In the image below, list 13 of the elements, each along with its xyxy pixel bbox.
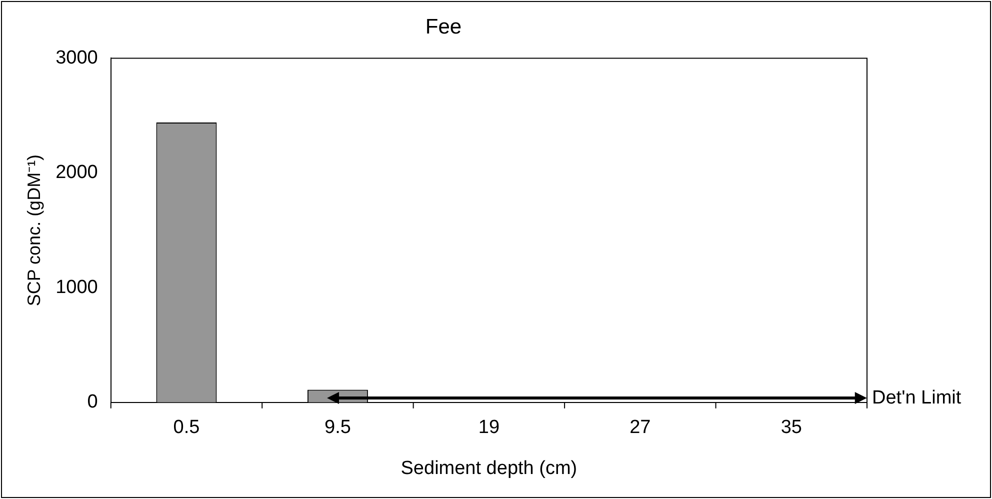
x-tick-label: 19	[478, 417, 500, 438]
x-tick-label: 9.5	[324, 417, 351, 438]
y-tick-label: 3000	[56, 47, 98, 68]
y-axis-title: SCP conc. (gDM⁻¹)	[24, 154, 44, 306]
x-tick-label: 0.5	[173, 417, 200, 438]
y-tick-label: 2000	[56, 162, 98, 184]
y-tick-label: 0	[87, 392, 98, 413]
x-tick-label: 27	[630, 417, 651, 438]
x-tick-label: 35	[780, 417, 802, 438]
text: Det'n Limit	[872, 388, 962, 409]
y-tick-label: 1000	[56, 276, 98, 298]
x-axis-title: Sediment depth (cm)	[400, 458, 578, 479]
chart-title: Fee	[425, 15, 462, 38]
